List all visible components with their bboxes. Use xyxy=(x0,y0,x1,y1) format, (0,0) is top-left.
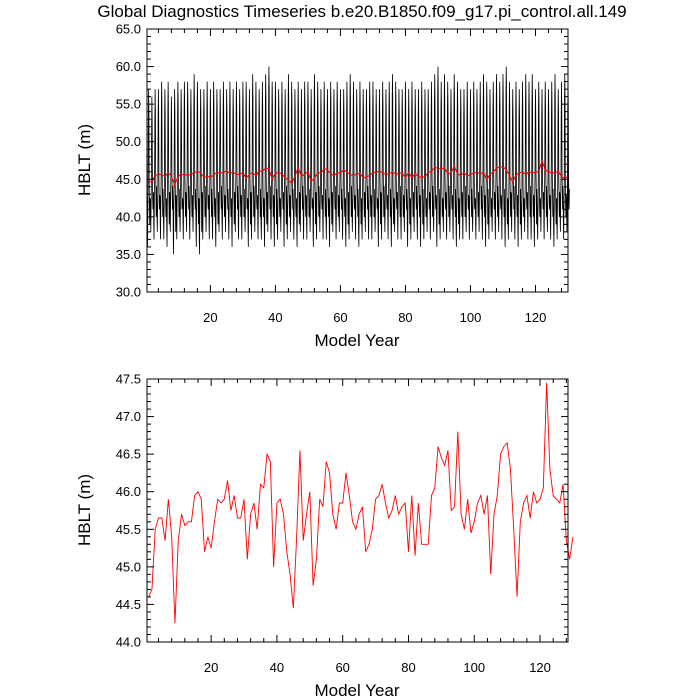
top-x-tick-label: 40 xyxy=(268,310,282,325)
top-x-axis-label: Model Year xyxy=(314,331,399,350)
bottom-plot-frame xyxy=(146,378,569,643)
top-monthly-series xyxy=(146,66,570,255)
top-timeseries-panel: 20 40 60 80 100 120 30.0 35.0 40.0 45.0 50.0 55.0 60… xyxy=(75,22,570,350)
bottom-ticks: 20 40 60 80 100 120 44.0 44.5 45.0 45.5 46.0 46.5 47… xyxy=(116,372,568,675)
top-y-axis-label: HBLT (m) xyxy=(75,124,94,196)
bottom-x-axis-label: Model Year xyxy=(314,681,399,700)
top-y-tick-label: 65.0 xyxy=(116,22,141,37)
top-x-tick-label: 20 xyxy=(203,310,217,325)
bottom-annual-panel: 20 40 60 80 100 120 44.0 44.5 45.0 45.5 46.0 46.5 47… xyxy=(75,372,574,700)
bottom-y-tick-label: 47.0 xyxy=(116,409,141,424)
bottom-annual-series xyxy=(148,382,574,624)
figure-title: Global Diagnostics Timeseries b.e20.B185… xyxy=(97,2,626,21)
bottom-x-tick-label: 120 xyxy=(529,660,551,675)
top-y-tick-label: 60.0 xyxy=(116,59,141,74)
top-plot-frame xyxy=(146,28,569,293)
bottom-y-tick-label: 44.0 xyxy=(116,635,141,650)
top-y-tick-label: 35.0 xyxy=(116,247,141,262)
top-y-tick-label: 50.0 xyxy=(116,134,141,149)
bottom-annual-line xyxy=(148,382,574,624)
bottom-x-tick-label: 40 xyxy=(270,660,284,675)
bottom-y-tick-label: 46.0 xyxy=(116,484,141,499)
bottom-y-tick-label: 46.5 xyxy=(116,447,141,462)
top-y-tick-label: 55.0 xyxy=(116,97,141,112)
bottom-x-tick-label: 60 xyxy=(335,660,349,675)
top-monthly-line xyxy=(146,66,570,255)
top-y-tick-label: 45.0 xyxy=(116,172,141,187)
bottom-y-axis-label: HBLT (m) xyxy=(75,474,94,546)
top-x-tick-label: 80 xyxy=(398,310,412,325)
bottom-x-tick-label: 80 xyxy=(401,660,415,675)
top-y-tick-label: 40.0 xyxy=(116,209,141,224)
top-x-tick-label: 120 xyxy=(525,310,547,325)
top-y-tick-label: 30.0 xyxy=(116,285,141,300)
top-x-tick-label: 60 xyxy=(333,310,347,325)
top-annual-line xyxy=(148,159,569,187)
bottom-y-tick-label: 44.5 xyxy=(116,597,141,612)
bottom-y-tick-label: 45.0 xyxy=(116,559,141,574)
bottom-x-tick-label: 100 xyxy=(463,660,485,675)
bottom-x-tick-label: 20 xyxy=(204,660,218,675)
bottom-y-tick-label: 45.5 xyxy=(116,522,141,537)
top-x-tick-label: 100 xyxy=(460,310,482,325)
top-ticks: 20 40 60 80 100 120 30.0 35.0 40.0 45.0 50.0 55.0 60… xyxy=(116,22,568,325)
top-annual-series xyxy=(148,159,569,187)
bottom-y-tick-label: 47.5 xyxy=(116,372,141,387)
